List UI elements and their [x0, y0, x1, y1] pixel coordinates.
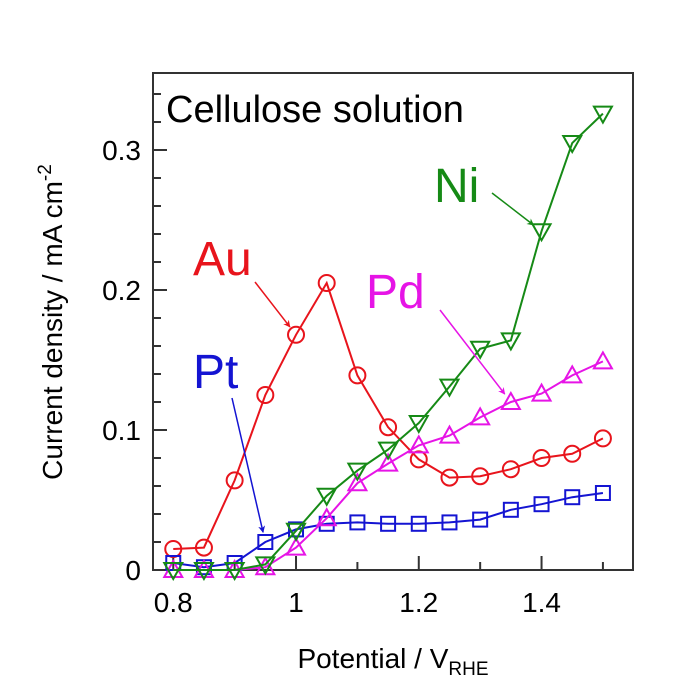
series-line-ni — [173, 112, 604, 571]
data-point-pd — [469, 406, 491, 426]
data-point-pd — [285, 536, 307, 556]
x-axis-label: Potential / VRHE — [297, 643, 488, 680]
data-point-au — [532, 449, 551, 467]
x-tick-label: 1.2 — [399, 587, 438, 618]
data-point-au — [317, 274, 336, 292]
data-point-au — [256, 386, 275, 404]
series-line-au — [173, 280, 604, 550]
series-pt — [165, 485, 611, 576]
annotation-label-pt: Pt — [193, 346, 238, 399]
data-point-au — [440, 468, 459, 487]
data-point-au — [348, 366, 367, 385]
data-point-pt — [564, 489, 581, 506]
data-point-pd — [561, 364, 583, 384]
data-point-au — [287, 325, 306, 344]
data-point-au — [379, 418, 398, 437]
data-point-ni — [592, 105, 614, 125]
series-line-pt — [173, 492, 604, 569]
data-point-ni — [469, 340, 491, 360]
chart-title: Cellulose solution — [166, 89, 464, 131]
y-axis-label: Current density / mA cm-2 — [35, 164, 68, 480]
data-point-pd — [500, 390, 522, 410]
data-point-ni — [346, 462, 369, 482]
data-point-pt — [349, 514, 366, 531]
annotation-arrow-pt — [231, 397, 266, 533]
annotation-label-ni: Ni — [434, 160, 479, 213]
data-point-ni — [193, 562, 215, 582]
y-tick-label: 0.1 — [102, 415, 141, 446]
annotation-label-au: Au — [193, 233, 252, 286]
data-point-pd — [346, 472, 369, 492]
annotation-arrow-ni — [491, 192, 535, 226]
data-point-pt — [288, 521, 305, 538]
data-point-pt — [472, 511, 489, 528]
data-point-au — [194, 538, 213, 557]
y-tick-label: 0.2 — [102, 275, 141, 306]
y-tick-label: 0 — [125, 555, 141, 586]
data-point-pt — [410, 515, 427, 532]
data-point-pt — [380, 515, 397, 532]
data-point-pd — [315, 507, 338, 527]
data-point-pd — [592, 350, 614, 370]
data-point-ni — [254, 556, 277, 576]
data-point-pt — [533, 496, 550, 513]
data-point-pt — [502, 501, 519, 518]
y-tick-label: 0.3 — [102, 135, 141, 166]
data-point-pt — [441, 514, 458, 531]
data-point-ni — [438, 378, 461, 398]
data-point-pd — [408, 434, 430, 454]
data-point-au — [563, 444, 582, 463]
data-point-ni — [162, 562, 184, 582]
data-point-ni — [561, 135, 583, 155]
annotation-label-pd: Pd — [366, 266, 425, 319]
data-point-ni — [377, 441, 399, 461]
data-point-pd — [377, 452, 399, 472]
annotation-arrow-pd — [439, 309, 506, 395]
data-point-au — [593, 429, 612, 448]
data-point-au — [471, 467, 490, 486]
x-tick-label: 0.8 — [154, 587, 193, 618]
annotation-arrow-au — [254, 281, 291, 328]
data-point-pt — [594, 485, 611, 501]
data-point-pd — [438, 424, 461, 444]
plot-frame — [152, 72, 634, 571]
data-point-ni — [315, 487, 338, 507]
data-point-au — [501, 460, 520, 479]
data-point-pd — [530, 382, 553, 402]
data-point-ni — [530, 223, 553, 243]
x-tick-label: 1.4 — [522, 587, 561, 618]
data-point-ni — [408, 415, 430, 435]
data-point-au — [225, 471, 244, 490]
data-point-pt — [257, 534, 274, 550]
data-point-ni — [223, 562, 246, 582]
x-tick-label: 1 — [288, 587, 304, 618]
series-ni — [162, 105, 614, 582]
data-point-ni — [500, 332, 522, 352]
data-point-ni — [285, 522, 307, 542]
